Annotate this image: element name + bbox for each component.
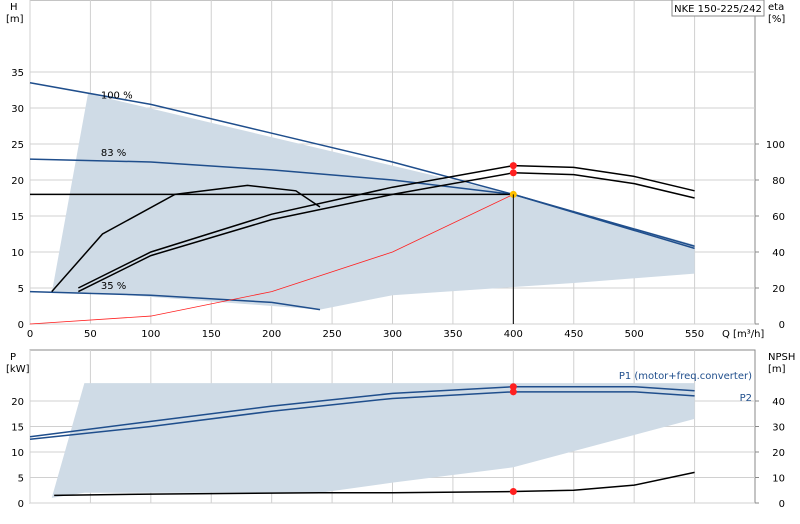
x-tick-label: 0	[27, 329, 33, 340]
y-tick-label: 15	[11, 212, 24, 223]
y-axis-label: H	[10, 2, 18, 13]
y2-axis-label: eta	[768, 2, 784, 13]
curve	[29, 158, 695, 247]
point	[509, 388, 517, 396]
curve	[54, 471, 695, 497]
y-axis-label: [kW]	[6, 364, 30, 375]
x-tick-label: 500	[625, 329, 644, 340]
title-box	[671, 0, 765, 17]
y2-tick-label: 10	[772, 474, 785, 485]
curve	[51, 184, 321, 293]
x-tick-label: 300	[383, 329, 402, 340]
y-tick-label: 20	[11, 397, 24, 408]
curve-label: 35 %	[101, 281, 126, 292]
legend-label: P1 (motor+freq.converter)	[619, 371, 752, 382]
chart-title: NKE 150-225/242	[674, 4, 762, 15]
curve	[29, 194, 514, 325]
curve-label: 100 %	[101, 90, 133, 101]
y-axis-label: [m]	[6, 14, 24, 25]
legend-label: P2	[740, 393, 752, 404]
x-tick-label: 350	[443, 329, 462, 340]
x-tick-label: 50	[84, 329, 97, 340]
y-tick-label: 35	[11, 68, 24, 79]
curve	[29, 385, 695, 438]
y-axis-label: P [kW]	[6, 352, 30, 375]
y2-axis-label: NPSH	[768, 352, 795, 363]
y-axis-label: H [m]	[6, 2, 24, 25]
point	[509, 169, 517, 177]
y-tick-label: 10	[11, 448, 24, 459]
x-tick-label: 550	[685, 329, 704, 340]
x-tick-label: 400	[504, 329, 523, 340]
curve-label: 83 %	[101, 148, 126, 159]
x-axis-label: Q [m³/h]	[722, 329, 764, 340]
y2-tick-label: 0	[779, 320, 785, 331]
y2-tick-label: 20	[772, 284, 785, 295]
x-tick-label: 450	[564, 329, 583, 340]
curve	[77, 172, 695, 293]
x-tick-label: 150	[202, 329, 221, 340]
y2-tick-label: 100	[766, 140, 785, 151]
y-tick-label: 0	[18, 320, 24, 331]
curve	[29, 391, 695, 440]
y-tick-label: 5	[18, 474, 24, 485]
curve	[29, 290, 321, 311]
y2-tick-label: 40	[772, 397, 785, 408]
point	[509, 383, 517, 391]
y2-axis-label: NPSH [m]	[768, 352, 795, 375]
point	[509, 488, 517, 496]
y2-tick-label: 0	[779, 499, 785, 510]
operating-area	[51, 93, 695, 310]
y2-tick-label: 40	[772, 248, 785, 259]
y-tick-label: 5	[18, 284, 24, 295]
y2-tick-label: 80	[772, 176, 785, 187]
y-tick-label: 20	[11, 176, 24, 187]
y2-axis-label: eta [%]	[768, 2, 785, 25]
point	[509, 162, 517, 170]
curve	[77, 164, 695, 289]
y2-tick-label: 20	[772, 448, 785, 459]
y-tick-label: 15	[11, 423, 24, 434]
operating-area	[51, 383, 695, 498]
x-tick-label: 100	[141, 329, 160, 340]
y-axis-label: P	[10, 352, 16, 363]
y-tick-label: 0	[18, 499, 24, 510]
x-tick-label: 200	[262, 329, 281, 340]
y2-tick-label: 60	[772, 212, 785, 223]
y-tick-label: 25	[11, 140, 24, 151]
y2-axis-label: [%]	[768, 14, 785, 25]
y-tick-label: 10	[11, 248, 24, 259]
y2-tick-label: 30	[772, 423, 785, 434]
y-tick-label: 30	[11, 104, 24, 115]
x-tick-label: 250	[323, 329, 342, 340]
y2-axis-label: [m]	[768, 364, 786, 375]
